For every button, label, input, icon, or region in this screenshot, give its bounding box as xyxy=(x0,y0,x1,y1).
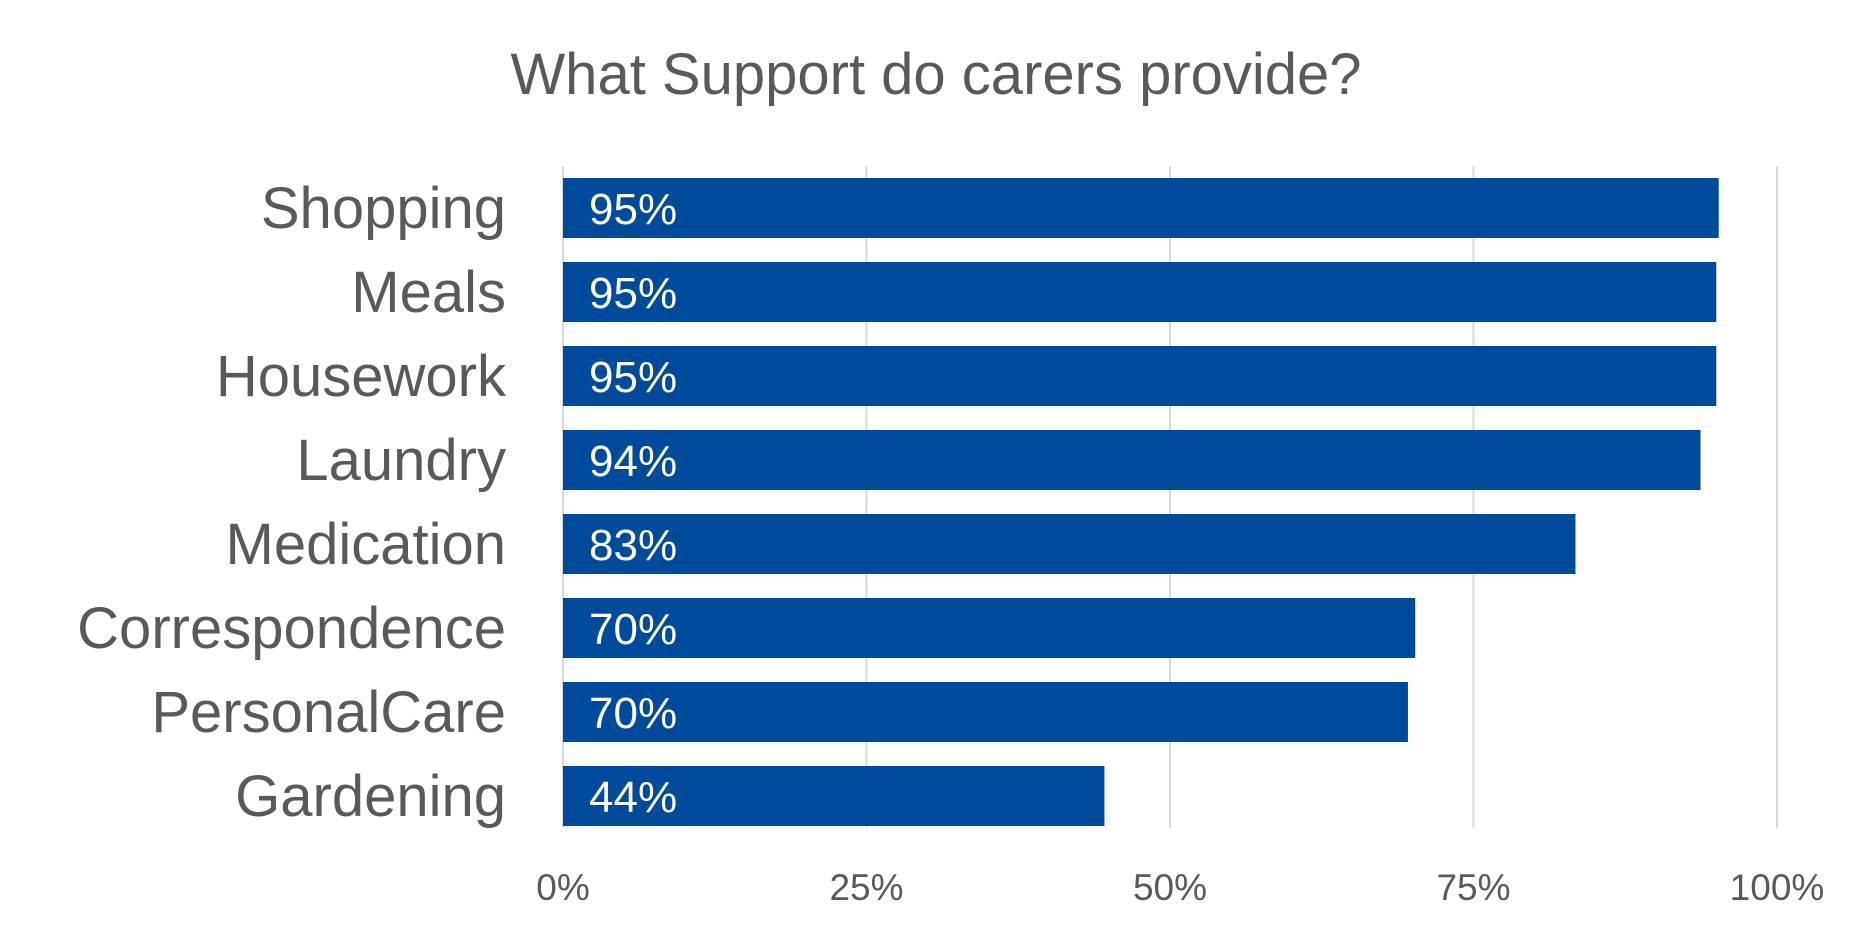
bars: 95% 95% 95% 94% 83% 70% 70% 44% xyxy=(563,178,1719,826)
category-label: PersonalCare xyxy=(151,680,506,745)
data-label: 95% xyxy=(589,269,677,318)
bar-personalcare xyxy=(563,682,1408,742)
x-tick-labels: 0% 25% 50% 75% 100% xyxy=(536,867,1824,908)
category-label: Medication xyxy=(226,512,506,577)
category-label: Correspondence xyxy=(77,596,506,661)
data-label: 94% xyxy=(589,437,677,486)
x-tick-label: 100% xyxy=(1730,867,1825,908)
bar-gardening xyxy=(563,766,1105,826)
category-label: Gardening xyxy=(235,764,506,829)
category-label: Housework xyxy=(216,344,507,409)
bar-shopping xyxy=(563,178,1719,238)
x-tick-label: 25% xyxy=(829,867,903,908)
category-label: Laundry xyxy=(296,428,506,493)
category-labels: Shopping Meals Housework Laundry Medication C… xyxy=(77,176,507,829)
data-label: 95% xyxy=(589,353,677,402)
data-label: 44% xyxy=(589,773,677,822)
category-label: Shopping xyxy=(261,176,506,241)
x-tick-label: 50% xyxy=(1133,867,1207,908)
bar-medication xyxy=(563,514,1576,574)
bar-meals xyxy=(563,262,1717,322)
x-tick-label: 0% xyxy=(536,867,589,908)
data-label: 70% xyxy=(589,605,677,654)
bar-housework xyxy=(563,346,1717,406)
bar-laundry xyxy=(563,430,1701,490)
category-label: Meals xyxy=(351,260,506,325)
x-tick-label: 75% xyxy=(1436,867,1510,908)
data-label: 83% xyxy=(589,521,677,570)
chart-title: What Support do carers provide? xyxy=(510,42,1361,107)
data-label: 95% xyxy=(589,185,677,234)
bar-correspondence xyxy=(563,598,1416,658)
data-label: 70% xyxy=(589,689,677,738)
